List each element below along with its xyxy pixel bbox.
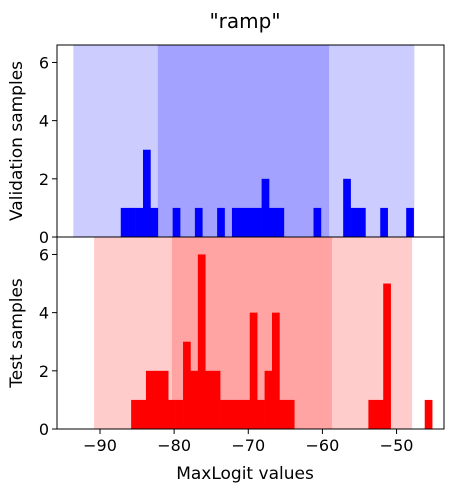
panels: 0 2 4 6 Validation samples 0 2 4 6 Test samples −9… <box>7 44 445 455</box>
test-bar-22 <box>368 399 377 429</box>
test-bar-18 <box>264 370 273 429</box>
test-bar-9 <box>197 254 206 429</box>
validation-y-axis-label: Validation samples <box>7 61 27 221</box>
validation-bar-18 <box>358 207 366 237</box>
test-bar-16 <box>249 312 258 429</box>
test-bar-2 <box>145 370 154 429</box>
validation-ytick-label-3: 6 <box>39 53 49 72</box>
test-bar-14 <box>234 399 243 429</box>
validation-panel: 0 2 4 6 Validation samples <box>7 44 445 247</box>
validation-bar-7 <box>217 207 225 237</box>
test-bar-23 <box>375 399 384 429</box>
xtick-label-1: −80 <box>157 436 191 455</box>
validation-bar-1 <box>128 207 136 237</box>
test-ytick-label-0: 0 <box>39 420 49 439</box>
test-bar-1 <box>138 399 147 429</box>
validation-ytick-label-0: 0 <box>39 228 49 247</box>
validation-bar-10 <box>246 207 255 237</box>
test-bar-20 <box>279 399 288 429</box>
test-ytick-label-1: 2 <box>39 362 49 381</box>
xtick-label-4: −50 <box>380 436 414 455</box>
test-y-axis-label: Test samples <box>7 278 27 389</box>
test-axes-frame <box>56 236 445 430</box>
test-bar-12 <box>220 399 228 429</box>
validation-bar-3 <box>143 149 151 237</box>
test-bar-0 <box>131 399 139 429</box>
validation-bar-9 <box>239 207 248 237</box>
validation-bar-19 <box>380 207 388 237</box>
test-bar-21 <box>286 399 295 429</box>
test-bar-24 <box>383 283 391 429</box>
validation-bar-13 <box>269 207 277 237</box>
xtick-label-3: −60 <box>306 436 340 455</box>
validation-bar-8 <box>231 207 240 237</box>
validation-bar-20 <box>406 207 414 237</box>
xtick-label-0: −90 <box>83 436 117 455</box>
test-panel: 0 2 4 6 Test samples <box>7 236 445 439</box>
test-bar-7 <box>183 341 191 429</box>
validation-outer-band <box>73 45 415 237</box>
test-bar-15 <box>242 399 251 429</box>
test-ytick-label-2: 4 <box>39 304 49 323</box>
validation-bar-2 <box>135 207 144 237</box>
test-bar-11 <box>212 370 221 429</box>
validation-bar-12 <box>261 178 270 237</box>
test-bar-3 <box>153 370 162 429</box>
test-bar-13 <box>227 399 236 429</box>
test-bar-4 <box>160 370 169 429</box>
chart-title: "ramp" <box>209 9 280 33</box>
test-ytick-label-3: 6 <box>39 245 49 264</box>
validation-bar-16 <box>343 178 351 237</box>
validation-bar-14 <box>276 207 285 237</box>
validation-bar-0 <box>120 207 129 237</box>
validation-inner-band <box>157 45 330 237</box>
x-axis-label: MaxLogit values <box>176 464 314 484</box>
test-bar-25 <box>424 399 433 429</box>
validation-bar-5 <box>172 207 181 237</box>
test-bar-17 <box>257 399 265 429</box>
validation-bar-6 <box>194 207 203 237</box>
test-bar-6 <box>175 399 184 429</box>
test-bar-19 <box>272 312 280 429</box>
test-bar-8 <box>190 370 199 429</box>
xtick-label-2: −70 <box>231 436 265 455</box>
test-bar-10 <box>205 370 213 429</box>
validation-bar-15 <box>313 207 322 237</box>
validation-bar-17 <box>350 207 359 237</box>
test-bar-5 <box>168 399 176 429</box>
validation-ytick-label-2: 4 <box>39 112 49 131</box>
validation-bar-4 <box>150 207 159 237</box>
validation-ytick-label-1: 2 <box>39 170 49 189</box>
validation-bar-11 <box>254 207 262 237</box>
